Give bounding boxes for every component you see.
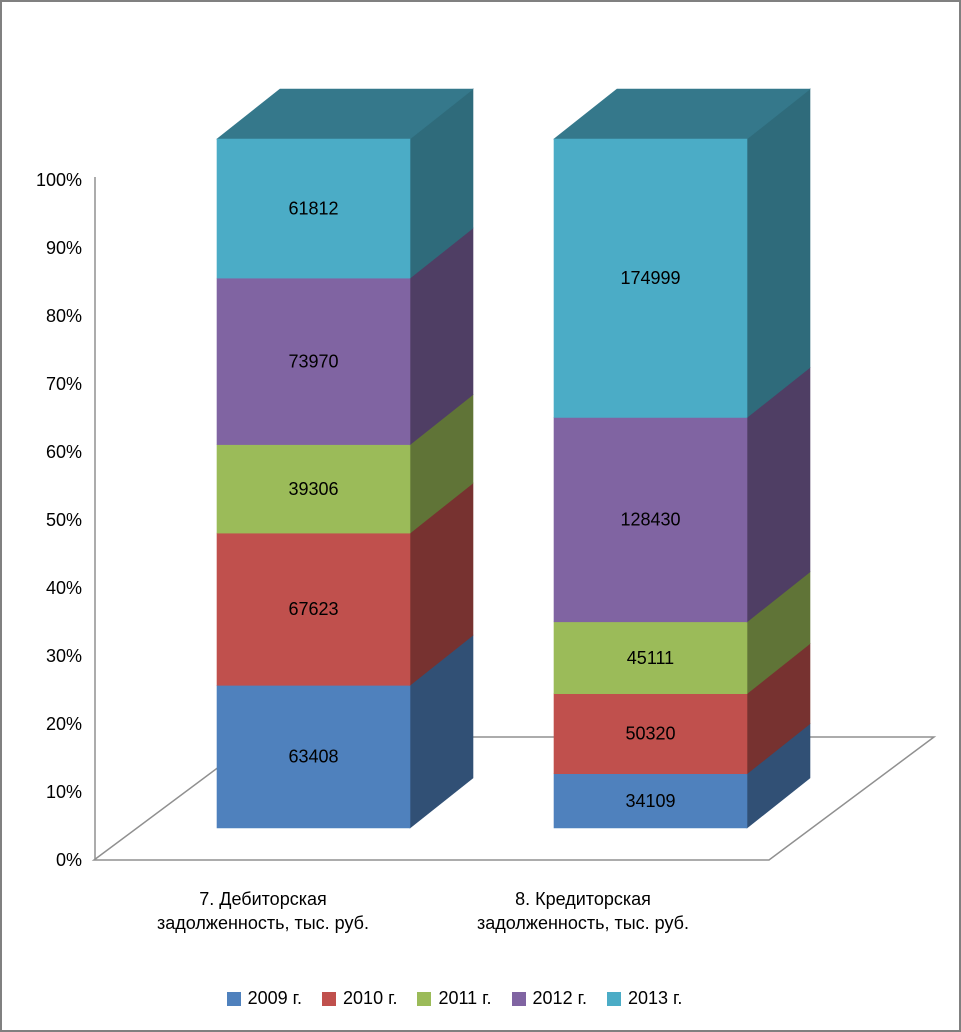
category-label: задолженность, тыс. руб. — [477, 913, 689, 933]
bar-segment-value-label: 39306 — [288, 479, 338, 499]
category-label: 8. Кредиторская — [515, 889, 651, 909]
y-tick-label: 60% — [46, 442, 82, 462]
floor-outline — [91, 736, 937, 861]
legend-swatch — [417, 991, 432, 1006]
bar-segment-value-label: 34109 — [625, 791, 675, 811]
legend-swatch — [226, 991, 241, 1006]
bar-segment — [553, 138, 748, 418]
bar-segment-value-label: 128430 — [620, 510, 680, 530]
y-tick-label: 70% — [46, 374, 82, 394]
chart-legend: 2009 г. 2010 г. 2011 г. 2012 г. 2013 г. — [2, 988, 933, 1009]
bar-segment — [216, 138, 411, 279]
legend-swatch — [322, 991, 337, 1006]
y-tick-label: 10% — [46, 782, 82, 802]
y-tick-label: 40% — [46, 578, 82, 598]
bar-segment-value-label: 61812 — [288, 199, 338, 219]
y-tick-label: 80% — [46, 306, 82, 326]
legend-label: 2013 г. — [627, 988, 683, 1008]
legend-label: 2011 г. — [438, 988, 492, 1008]
bar-segment-value-label: 50320 — [625, 724, 675, 744]
bar-segment-side-face — [746, 88, 811, 419]
y-tick-label: 90% — [46, 238, 82, 258]
bar-segment-value-label: 174999 — [620, 268, 680, 288]
y-tick-label: 50% — [46, 510, 82, 530]
category-label: 7. Дебиторская — [199, 889, 326, 909]
bar-segment-value-label: 63408 — [288, 747, 338, 767]
legend-item: 2010 г. — [322, 988, 397, 1009]
legend-label: 2009 г. — [247, 988, 303, 1008]
legend-item: 2013 г. — [606, 988, 683, 1009]
legend-item: 2011 г. — [417, 988, 492, 1009]
legend-swatch — [606, 991, 621, 1006]
legend-label: 2012 г. — [532, 988, 587, 1008]
bar-segment-value-label: 73970 — [288, 351, 338, 371]
legend-item: 2012 г. — [511, 988, 587, 1009]
y-tick-label: 30% — [46, 646, 82, 666]
bar-segment-value-label: 67623 — [288, 599, 338, 619]
legend-label: 2010 г. — [343, 988, 398, 1008]
category-label: задолженность, тыс. руб. — [157, 913, 369, 933]
bar-segment-value-label: 45111 — [627, 648, 674, 668]
y-tick-label: 0% — [56, 850, 82, 870]
legend-swatch — [511, 991, 526, 1006]
y-tick-label: 20% — [46, 714, 82, 734]
y-tick-label: 100% — [36, 170, 82, 190]
legend-item: 2009 г. — [226, 988, 303, 1009]
